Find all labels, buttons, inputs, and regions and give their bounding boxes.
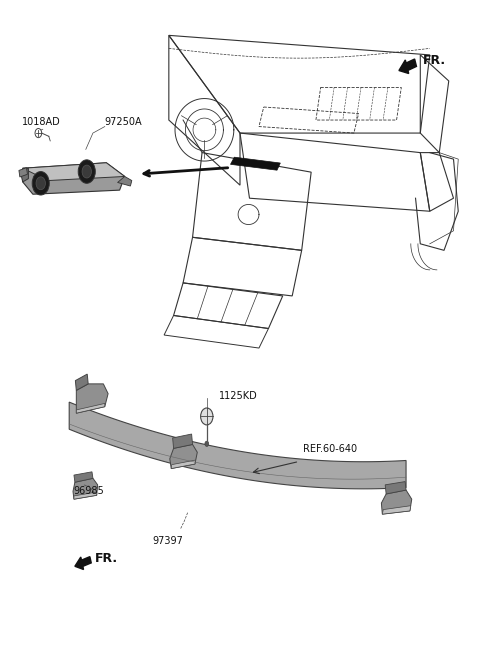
Text: 97250A: 97250A xyxy=(105,116,143,127)
Polygon shape xyxy=(385,482,406,494)
Polygon shape xyxy=(74,472,93,482)
Text: 97397: 97397 xyxy=(153,535,183,546)
Polygon shape xyxy=(76,384,108,413)
Circle shape xyxy=(201,408,213,425)
Polygon shape xyxy=(76,403,105,413)
Polygon shape xyxy=(383,506,411,514)
Polygon shape xyxy=(230,157,280,170)
Circle shape xyxy=(82,165,92,178)
Text: 96985: 96985 xyxy=(73,486,104,496)
Text: REF.60-640: REF.60-640 xyxy=(302,443,357,453)
Circle shape xyxy=(205,442,209,446)
Polygon shape xyxy=(23,163,125,181)
Circle shape xyxy=(36,177,46,190)
Polygon shape xyxy=(118,177,132,186)
Polygon shape xyxy=(171,460,195,468)
Polygon shape xyxy=(73,478,97,499)
Text: 1018AD: 1018AD xyxy=(22,116,60,127)
Text: 1125KD: 1125KD xyxy=(219,392,257,401)
Polygon shape xyxy=(23,163,125,194)
Polygon shape xyxy=(170,444,197,468)
Circle shape xyxy=(32,171,49,195)
Text: FR.: FR. xyxy=(96,552,119,565)
Polygon shape xyxy=(74,492,96,499)
Polygon shape xyxy=(382,490,412,514)
FancyArrow shape xyxy=(75,556,91,570)
FancyArrow shape xyxy=(399,59,417,74)
Polygon shape xyxy=(20,168,28,182)
Circle shape xyxy=(78,160,96,183)
Polygon shape xyxy=(69,402,406,489)
Polygon shape xyxy=(173,434,192,448)
Text: FR.: FR. xyxy=(423,55,446,67)
Polygon shape xyxy=(19,168,27,177)
Polygon shape xyxy=(75,374,88,390)
